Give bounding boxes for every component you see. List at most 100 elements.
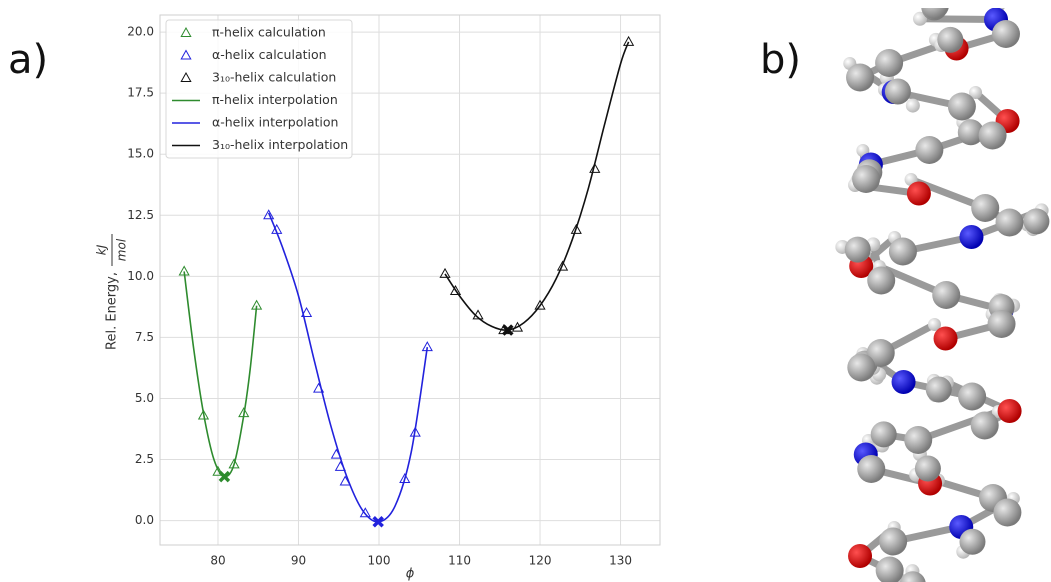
minimum-marker — [372, 516, 384, 528]
atom — [958, 382, 987, 411]
atom — [928, 318, 942, 331]
data-point — [251, 299, 263, 310]
atom — [914, 455, 941, 482]
data-point — [212, 465, 224, 476]
atom — [852, 165, 881, 193]
atom — [925, 376, 952, 403]
y-axis-label-den: mol — [115, 238, 129, 261]
data-point — [334, 460, 346, 471]
data-point — [313, 382, 325, 393]
data-point — [622, 35, 635, 46]
x-tick-label: 120 — [529, 554, 552, 568]
interpolation-line — [444, 41, 630, 331]
data-point — [300, 306, 313, 317]
atom — [978, 121, 1007, 150]
y-axis-label-num: kJ — [95, 244, 109, 255]
interpolation-line — [267, 212, 429, 523]
y-tick-label: 0.0 — [135, 513, 154, 527]
data-point — [511, 321, 524, 332]
data-point — [534, 299, 546, 310]
atom — [900, 571, 926, 582]
atom — [867, 266, 896, 295]
atom — [884, 78, 911, 105]
panel-label: b) — [760, 37, 801, 83]
atom — [891, 370, 916, 394]
x-tick-label: 80 — [210, 554, 225, 568]
legend-label: 3₁₀-helix interpolation — [212, 137, 348, 152]
atom — [970, 411, 999, 440]
y-tick-label: 15.0 — [127, 147, 154, 161]
legend-marker — [180, 26, 192, 37]
atom — [959, 225, 984, 249]
y-axis-label: Rel. Energy, kJ mol — [95, 234, 129, 350]
atom — [991, 20, 1020, 48]
panel-label: a) — [8, 37, 48, 83]
atom — [921, 8, 949, 19]
atom — [879, 527, 908, 556]
y-tick-label: 17.5 — [127, 86, 154, 100]
x-tick-label: 110 — [448, 554, 471, 568]
atom — [997, 399, 1022, 423]
plot-frame — [159, 14, 661, 546]
data-point — [439, 267, 451, 278]
y-axis-label-text: Rel. Energy, — [105, 272, 120, 350]
atom — [875, 49, 904, 77]
atom — [846, 63, 875, 92]
legend-frame — [165, 19, 353, 159]
atom — [933, 326, 958, 351]
atom — [995, 208, 1024, 237]
y-tick-label: 20.0 — [127, 25, 154, 39]
atom — [866, 339, 895, 367]
legend-label: α-helix interpolation — [212, 115, 338, 130]
data-point — [472, 309, 484, 320]
data-point — [197, 409, 210, 420]
atom — [915, 136, 944, 164]
legend-marker — [180, 49, 192, 60]
legend-marker — [180, 71, 192, 82]
y-tick-label: 5.0 — [135, 391, 154, 405]
data-point — [409, 426, 421, 437]
y-tick-label: 10.0 — [127, 269, 154, 283]
atom — [971, 194, 1000, 222]
atom — [993, 498, 1022, 527]
x-tick-label: 130 — [609, 554, 632, 568]
atom — [932, 281, 961, 309]
atom — [847, 353, 876, 382]
data-point — [421, 341, 433, 352]
atom — [875, 556, 904, 582]
atom — [947, 92, 976, 121]
data-point — [449, 284, 462, 295]
atom — [904, 426, 933, 454]
data-point — [339, 475, 351, 486]
atom — [913, 11, 927, 26]
legend-label: π-helix calculation — [212, 25, 326, 40]
x-tick-label: 90 — [291, 554, 306, 568]
data-point — [238, 407, 250, 418]
atom — [905, 98, 920, 113]
data-point — [228, 458, 240, 469]
minimum-marker — [502, 324, 514, 336]
data-point — [570, 223, 582, 234]
atom — [969, 86, 983, 99]
data-point — [359, 507, 371, 518]
minimum-marker — [218, 470, 231, 483]
atom — [987, 310, 1016, 338]
atom — [1023, 208, 1050, 235]
data-point — [399, 473, 411, 484]
atom — [888, 237, 917, 266]
molecule-image — [835, 8, 1050, 582]
data-point — [330, 448, 342, 459]
atom — [957, 119, 984, 146]
atom — [937, 26, 964, 53]
legend-label: 3₁₀-helix calculation — [212, 70, 336, 85]
x-tick-label: 100 — [368, 554, 391, 568]
interpolation-line — [183, 271, 258, 478]
atom — [870, 421, 897, 448]
data-point — [589, 162, 601, 173]
data-point — [556, 260, 569, 271]
bond — [936, 8, 938, 9]
y-tick-label: 7.5 — [135, 330, 154, 344]
atom — [857, 455, 886, 483]
atom — [906, 181, 931, 206]
